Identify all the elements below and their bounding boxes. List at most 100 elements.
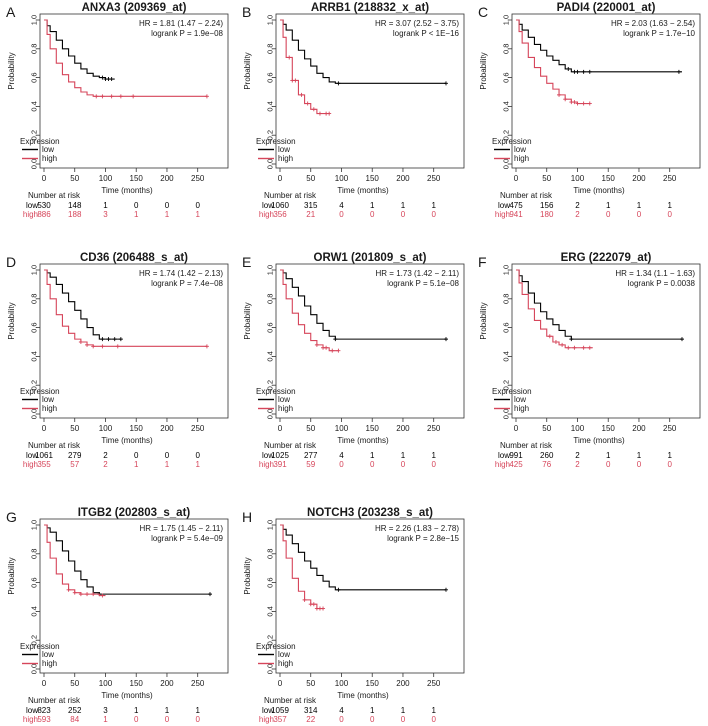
censor-mark-high [581,101,586,106]
y-tick-label: 0.8 [30,44,39,54]
km-curve-low [44,19,115,80]
legend-title: Expression [256,642,296,651]
logrank-text: logrank P = 1.9e−08 [151,29,223,38]
logrank-text: logrank P = 1.7e−10 [623,29,695,38]
panel-title: ORW1 (201809_s_at) [314,252,427,264]
censor-mark-high [575,101,580,106]
risk-cell-high: 0 [431,715,436,724]
panel-title: PADI4 (220001_at) [557,2,656,14]
risk-row-label-high: high [495,210,510,219]
km-curve-high [516,19,590,105]
y-tick-label: 0.4 [502,351,511,361]
km-curve-low [280,19,446,84]
risk-cell-high: 0 [370,210,375,219]
km-curve-high [280,269,339,352]
censor-mark-high [78,592,83,597]
km-curve-low [516,19,682,73]
risk-cell-low: 277 [304,451,318,460]
risk-row-label-high: high [23,715,38,724]
x-tick-label: 200 [160,174,174,183]
logrank-text: logrank P < 1E−16 [393,29,460,38]
hr-text: HR = 3.07 (2.52 − 3.75) [375,19,459,28]
x-tick-label: 100 [335,424,349,433]
risk-cell-low: 4 [339,451,344,460]
hr-text: HR = 2.26 (1.83 − 2.78) [375,524,459,533]
y-tick-label: 0.8 [502,294,511,304]
km-curve-high [280,19,330,115]
risk-cell-high: 593 [37,715,51,724]
hr-text: HR = 1.34 (1.1 − 1.63) [615,269,695,278]
plot-frame [39,518,229,674]
y-tick-label: 0.4 [266,351,275,361]
y-tick-label: 1.0 [30,15,39,25]
y-axis-label: Probability [7,557,16,594]
censor-mark-high [66,587,71,592]
y-tick-label: 1.0 [502,265,511,275]
panel-title: ITGB2 (202803_s_at) [78,507,191,519]
risk-cell-high: 2 [103,460,108,469]
risk-cell-low: 0 [134,451,139,460]
risk-cell-high: 886 [37,210,51,219]
risk-cell-low: 1 [431,451,436,460]
censor-mark-high [557,92,562,97]
censor-mark-low [581,69,586,74]
x-tick-label: 200 [632,424,646,433]
x-tick-label: 250 [427,424,441,433]
x-tick-label: 250 [191,174,205,183]
legend-label-low: low [42,650,54,659]
km-curve-high [516,269,593,349]
risk-cell-low: 279 [68,451,82,460]
risk-cell-low: 0 [134,201,139,210]
censor-mark-high [299,92,304,97]
censor-mark-high [100,344,105,349]
censor-mark-high [572,100,577,105]
legend-label-high: high [42,659,57,668]
x-tick-label: 250 [663,174,677,183]
y-tick-label: 0.2 [502,380,511,390]
risk-cell-high: 0 [606,210,611,219]
panel-e: E ORW1 (201809_s_at) 0.0 0.2 0.4 0.6 0.8 1.0 Pro… [242,252,465,469]
x-axis-label: Time (months) [573,436,625,445]
panel-h: H NOTCH3 (203238_s_at) 0.0 0.2 0.4 0.6 0.8 1.0 P… [242,507,465,724]
risk-cell-high: 1 [103,715,108,724]
legend-title: Expression [256,137,296,146]
censor-mark-high [78,340,83,344]
x-tick-label: 50 [542,174,551,183]
risk-row-label-high: high [259,460,274,469]
y-tick-label: 1.0 [30,265,39,275]
legend-title: Expression [20,137,60,146]
plot-frame [39,263,229,419]
censor-mark-high [572,345,577,350]
censor-mark-high [311,107,316,112]
censor-mark-high [553,340,558,344]
censor-mark-high [109,94,114,99]
censor-mark-high [314,342,319,347]
risk-table-title: Number at risk [28,441,81,450]
y-tick-label: 0.0 [266,409,275,419]
censor-mark-high [563,97,568,102]
risk-cell-low: 1061 [35,451,53,460]
plot-frame [39,13,229,169]
risk-row-label-high: high [259,210,274,219]
legend-label-high: high [42,404,57,413]
y-tick-label: 0.2 [266,635,275,645]
censor-mark-low [444,587,448,592]
risk-cell-low: 1025 [271,451,289,460]
logrank-text: logrank P = 2.8e−15 [387,534,459,543]
x-tick-label: 0 [278,679,283,688]
legend-label-low: low [514,395,526,404]
risk-cell-low: 0 [195,451,200,460]
x-tick-label: 200 [160,679,174,688]
risk-cell-low: 823 [37,706,51,715]
censor-mark-high [330,348,335,353]
hr-text: HR = 1.81 (1.47 − 2.24) [139,19,223,28]
panel-title: CD36 (206488_s_at) [80,252,188,264]
y-tick-label: 0.2 [30,635,39,645]
risk-cell-low: 1 [637,451,642,460]
y-tick-label: 0.6 [30,72,39,82]
censor-mark-high [336,348,341,353]
y-tick-label: 0.0 [502,159,511,169]
censor-mark-high [547,334,552,339]
legend-label-high: high [278,154,293,163]
x-tick-label: 100 [99,679,113,688]
